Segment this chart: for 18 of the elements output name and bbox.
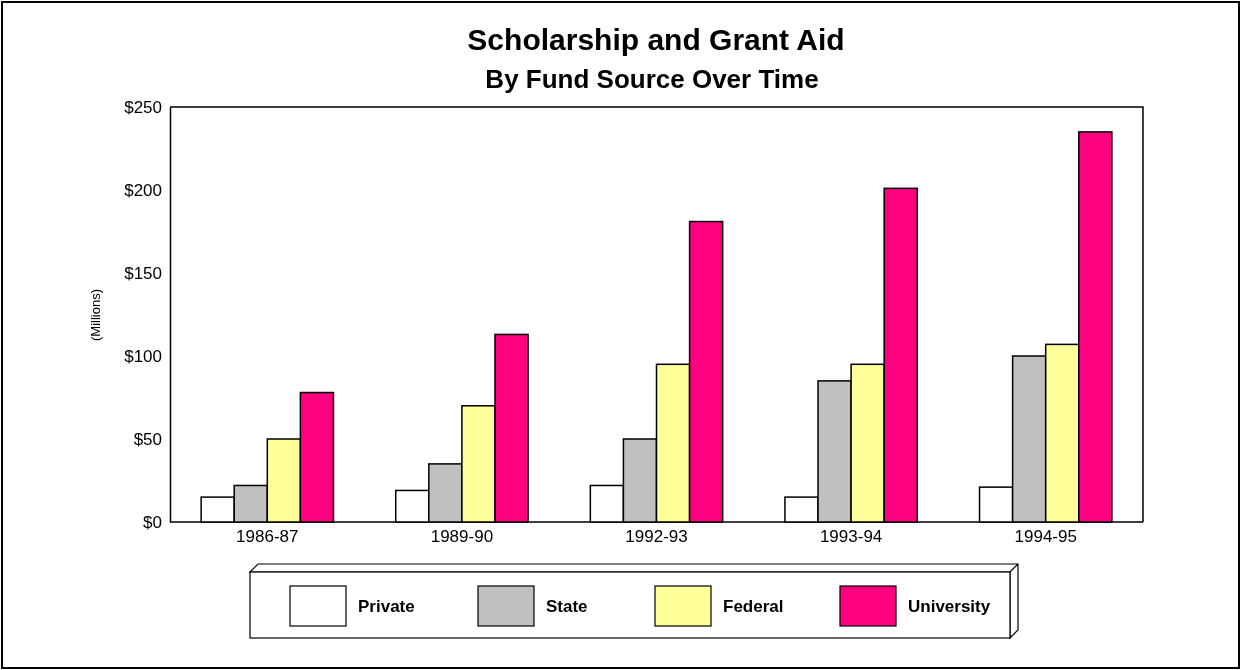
x-tick-label: 1993-94 xyxy=(819,527,883,547)
y-axis-title: (Millions) xyxy=(88,289,103,341)
x-tick-label: 1989-90 xyxy=(430,527,494,547)
chart-title: Scholarship and Grant Aid xyxy=(467,23,845,56)
x-tick-label: 1992-93 xyxy=(625,527,688,547)
legend-label: Federal xyxy=(723,597,784,616)
legend-label: University xyxy=(908,597,991,616)
chart-subtitle: By Fund Source Over Time xyxy=(485,64,819,94)
x-tick-label: 1994-95 xyxy=(1014,527,1077,547)
y-tick-label: $150 xyxy=(124,263,162,283)
x-tick-label: 1986-87 xyxy=(236,527,299,547)
y-tick-label: $200 xyxy=(124,180,162,200)
y-tick-label: $0 xyxy=(143,512,162,532)
y-tick-label: $100 xyxy=(124,346,162,366)
y-tick-label: $250 xyxy=(124,97,162,117)
legend-label: State xyxy=(546,597,588,616)
y-tick-label: $50 xyxy=(133,429,162,449)
legend-label: Private xyxy=(358,597,415,616)
